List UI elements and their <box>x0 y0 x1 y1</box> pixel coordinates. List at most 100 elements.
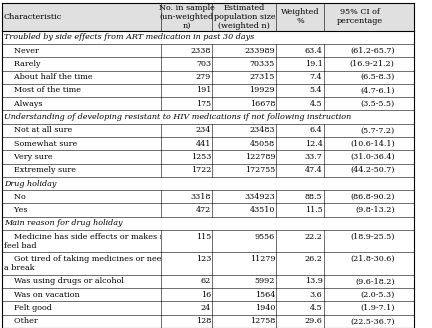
Bar <box>2 315 414 328</box>
Text: Not at all sure: Not at all sure <box>4 126 72 134</box>
Text: 16678: 16678 <box>250 100 275 108</box>
Text: (3.5-5.5): (3.5-5.5) <box>360 100 395 108</box>
Text: 123: 123 <box>196 255 211 263</box>
Text: Estimated
population size
(weighted n): Estimated population size (weighted n) <box>213 4 275 30</box>
Text: 88.5: 88.5 <box>305 193 322 201</box>
Text: (86.8-90.2): (86.8-90.2) <box>350 193 395 201</box>
Text: 1940: 1940 <box>255 304 275 312</box>
Text: Felt good: Felt good <box>4 304 51 312</box>
Text: 1722: 1722 <box>191 166 211 174</box>
Text: 33.7: 33.7 <box>305 153 322 161</box>
Text: 19929: 19929 <box>249 87 275 94</box>
Text: 13.9: 13.9 <box>305 277 322 285</box>
Text: About half the time: About half the time <box>4 73 92 81</box>
Text: 11279: 11279 <box>250 255 275 263</box>
Bar <box>2 57 414 71</box>
Bar <box>2 31 414 44</box>
Text: 115: 115 <box>196 233 211 241</box>
Text: (18.9-25.5): (18.9-25.5) <box>350 233 395 241</box>
Text: Weighted
%: Weighted % <box>281 8 319 25</box>
Text: (21.8-30.6): (21.8-30.6) <box>350 255 395 263</box>
Bar <box>2 3 414 31</box>
Bar <box>2 111 414 124</box>
Text: 63.4: 63.4 <box>305 47 322 54</box>
Text: 191: 191 <box>196 87 211 94</box>
Text: 70335: 70335 <box>250 60 275 68</box>
Bar <box>2 84 414 97</box>
Text: (1.9-7.1): (1.9-7.1) <box>360 304 395 312</box>
Text: Very sure: Very sure <box>4 153 52 161</box>
Text: Rarely: Rarely <box>4 60 40 68</box>
Text: Understanding of developing resistant to HIV medications if not following instru: Understanding of developing resistant to… <box>4 113 351 121</box>
Text: 7.4: 7.4 <box>310 73 322 81</box>
Text: Medicine has side effects or makes me
feel bad: Medicine has side effects or makes me fe… <box>4 233 172 250</box>
Text: (10.6-14.1): (10.6-14.1) <box>350 140 395 148</box>
Text: No: No <box>4 193 25 201</box>
Text: 62: 62 <box>201 277 211 285</box>
Text: Yes: Yes <box>4 206 27 214</box>
Text: 26.2: 26.2 <box>305 255 322 263</box>
Text: Troubled by side effects from ART medication in past 30 days: Troubled by side effects from ART medica… <box>4 33 254 41</box>
Bar <box>2 177 414 190</box>
Bar <box>2 124 414 137</box>
Bar <box>2 203 414 217</box>
Text: 128: 128 <box>196 318 211 325</box>
Text: Got tired of taking medicines or needed
a break: Got tired of taking medicines or needed … <box>4 255 176 272</box>
Bar <box>2 217 414 230</box>
Text: 3318: 3318 <box>191 193 211 201</box>
Text: 19.1: 19.1 <box>305 60 322 68</box>
Text: 9556: 9556 <box>255 233 275 241</box>
Text: 16: 16 <box>201 291 211 299</box>
Text: Somewhat sure: Somewhat sure <box>4 140 77 148</box>
Text: 29.6: 29.6 <box>305 318 322 325</box>
Text: (22.5-36.7): (22.5-36.7) <box>350 318 395 325</box>
Text: 233989: 233989 <box>245 47 275 54</box>
Text: (4.7-6.1): (4.7-6.1) <box>360 87 395 94</box>
Text: 45058: 45058 <box>250 140 275 148</box>
Bar <box>2 253 414 275</box>
Text: (44.2-50.7): (44.2-50.7) <box>350 166 395 174</box>
Text: (6.5-8.3): (6.5-8.3) <box>360 73 395 81</box>
Text: 1564: 1564 <box>255 291 275 299</box>
Text: 5.4: 5.4 <box>310 87 322 94</box>
Text: (9.6-18.2): (9.6-18.2) <box>355 277 395 285</box>
Text: (5.7-7.2): (5.7-7.2) <box>360 126 395 134</box>
Text: Was on vacation: Was on vacation <box>4 291 79 299</box>
Text: 43510: 43510 <box>250 206 275 214</box>
Text: 47.4: 47.4 <box>305 166 322 174</box>
Text: Always: Always <box>4 100 42 108</box>
Text: Main reason for drug holiday: Main reason for drug holiday <box>4 219 122 227</box>
Text: (2.0-5.3): (2.0-5.3) <box>360 291 395 299</box>
Bar <box>2 275 414 288</box>
Text: (9.8-13.2): (9.8-13.2) <box>355 206 395 214</box>
Bar <box>2 164 414 177</box>
Bar <box>2 288 414 301</box>
Text: 172755: 172755 <box>245 166 275 174</box>
Bar <box>2 44 414 57</box>
Bar <box>2 71 414 84</box>
Text: 441: 441 <box>196 140 211 148</box>
Text: Extremely sure: Extremely sure <box>4 166 76 174</box>
Text: 5992: 5992 <box>255 277 275 285</box>
Text: Was using drugs or alcohol: Was using drugs or alcohol <box>4 277 124 285</box>
Text: 22.2: 22.2 <box>305 233 322 241</box>
Text: (61.2-65.7): (61.2-65.7) <box>350 47 395 54</box>
Bar <box>2 301 414 315</box>
Text: 703: 703 <box>196 60 211 68</box>
Bar <box>2 97 414 111</box>
Bar <box>2 137 414 150</box>
Bar <box>2 230 414 253</box>
Text: (31.0-36.4): (31.0-36.4) <box>350 153 395 161</box>
Text: 12.4: 12.4 <box>305 140 322 148</box>
Text: Never: Never <box>4 47 38 54</box>
Text: 3.6: 3.6 <box>310 291 322 299</box>
Bar <box>2 150 414 164</box>
Text: 234: 234 <box>196 126 211 134</box>
Text: 334923: 334923 <box>245 193 275 201</box>
Text: Other: Other <box>4 318 38 325</box>
Text: 27315: 27315 <box>250 73 275 81</box>
Text: Most of the time: Most of the time <box>4 87 81 94</box>
Text: 279: 279 <box>196 73 211 81</box>
Text: Drug holiday: Drug holiday <box>4 179 56 188</box>
Text: Characteristic: Characteristic <box>4 13 62 21</box>
